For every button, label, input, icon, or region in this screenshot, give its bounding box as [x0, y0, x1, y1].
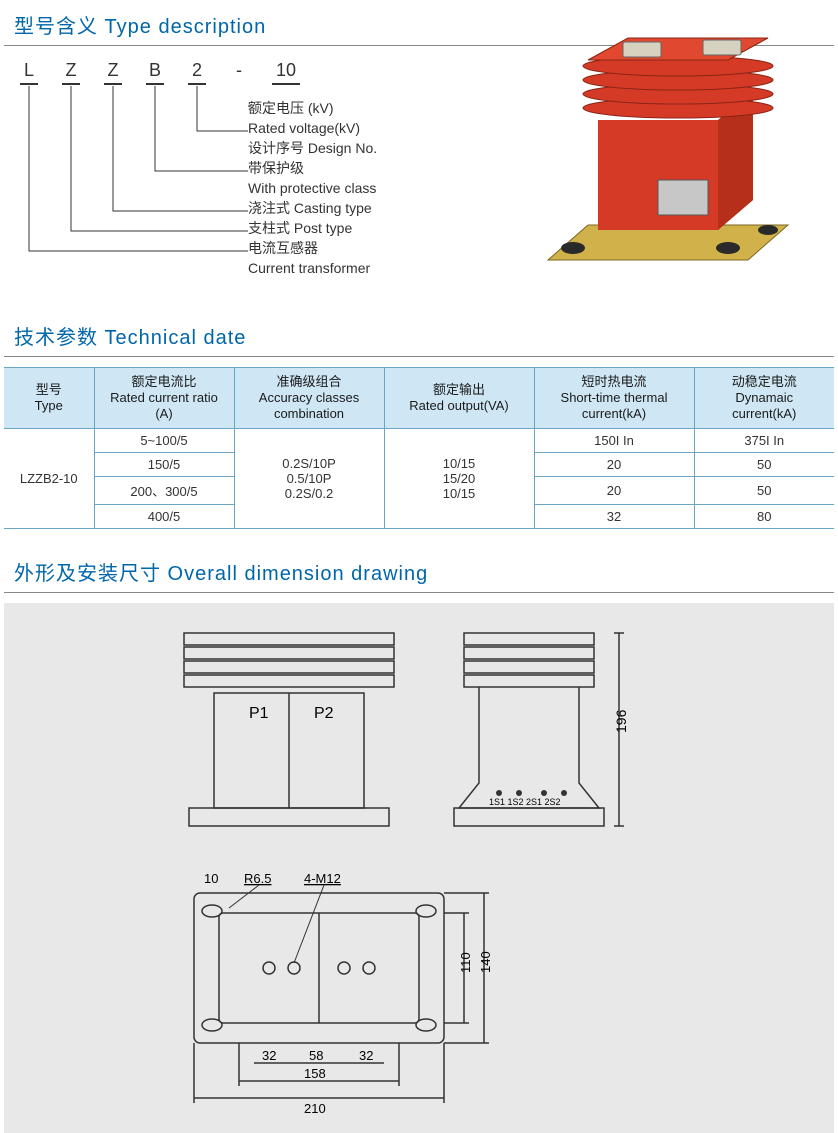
cell-output: 10/15 15/20 10/15	[384, 429, 534, 529]
dimension-drawing-area: P1 P2 1S1 1S2 2S1 2S2	[4, 603, 834, 1133]
cell-thermal: 150I In	[534, 429, 694, 453]
front-view: P1 P2	[174, 623, 404, 843]
cell-thermal: 20	[534, 453, 694, 477]
label-110: 110	[458, 952, 473, 973]
th-thermal: 短时热电流 Short-time thermal current(kA)	[534, 368, 694, 429]
cell-ratio: 5~100/5	[94, 429, 234, 453]
label-196: 196	[613, 709, 629, 733]
cell-thermal: 32	[534, 505, 694, 529]
desc-line: Rated voltage(kV)	[248, 118, 377, 138]
th-output: 额定输出 Rated output(VA)	[384, 368, 534, 429]
technical-table: 型号 Type 额定电流比 Rated current ratio (A) 准确…	[4, 367, 834, 529]
label-terminals: 1S1 1S2 2S1 2S2	[489, 797, 561, 807]
th-type: 型号 Type	[4, 368, 94, 429]
divider	[4, 592, 834, 593]
section-title-dim: 外形及安装尺寸 Overall dimension drawing	[0, 547, 838, 592]
cell-dynamic: 375I In	[694, 429, 834, 453]
code-letter: L	[20, 60, 38, 85]
section-title-tech: 技术参数 Technical date	[0, 311, 838, 356]
label-p2: P2	[314, 705, 334, 722]
label-32b: 32	[359, 1048, 373, 1063]
cell-ratio: 200、300/5	[94, 477, 234, 505]
cell-ratio: 400/5	[94, 505, 234, 529]
cell-accuracy: 0.2S/10P 0.5/10P 0.2S/0.2	[234, 429, 384, 529]
cell-dynamic: 50	[694, 477, 834, 505]
cell-ratio: 150/5	[94, 453, 234, 477]
label-210: 210	[304, 1101, 326, 1116]
cell-dynamic: 50	[694, 453, 834, 477]
label-158: 158	[304, 1066, 326, 1081]
desc-line: 浇注式 Casting type	[248, 198, 377, 218]
desc-line: 设计序号 Design No.	[248, 138, 377, 158]
code-letter: 10	[272, 60, 300, 85]
product-image	[528, 30, 808, 310]
code-letter: 2	[188, 60, 206, 85]
cell-dynamic: 80	[694, 505, 834, 529]
label-4m12: 4-M12	[304, 871, 341, 886]
desc-line: 支柱式 Post type	[248, 218, 377, 238]
code-letter: -	[230, 60, 248, 85]
desc-line: 电流互感器	[248, 238, 377, 258]
cell-type: LZZB2-10	[4, 429, 94, 529]
desc-line: With protective class	[248, 178, 377, 198]
plan-view: 10 R6.5 4-M12 32 58 32 158 210 110 140	[174, 863, 514, 1123]
code-letter: Z	[104, 60, 122, 85]
bracket-lines	[20, 86, 250, 296]
desc-line: 额定电压 (kV)	[248, 98, 377, 118]
label-p1: P1	[249, 705, 269, 722]
cell-thermal: 20	[534, 477, 694, 505]
label-32a: 32	[262, 1048, 276, 1063]
th-dynamic: 动稳定电流 Dynamaic current(kA)	[694, 368, 834, 429]
label-58: 58	[309, 1048, 323, 1063]
th-accuracy: 准确级组合 Accuracy classes combination	[234, 368, 384, 429]
divider	[4, 356, 834, 357]
label-140: 140	[478, 951, 493, 973]
side-view: 1S1 1S2 2S1 2S2 196	[444, 623, 684, 843]
label-10: 10	[204, 871, 218, 886]
desc-line: Current transformer	[248, 258, 377, 278]
th-ratio: 额定电流比 Rated current ratio (A)	[94, 368, 234, 429]
desc-line: 带保护级	[248, 158, 377, 178]
code-letter: Z	[62, 60, 80, 85]
type-description-list: 额定电压 (kV) Rated voltage(kV) 设计序号 Design …	[248, 98, 377, 278]
code-letter: B	[146, 60, 164, 85]
label-r65: R6.5	[244, 871, 271, 886]
